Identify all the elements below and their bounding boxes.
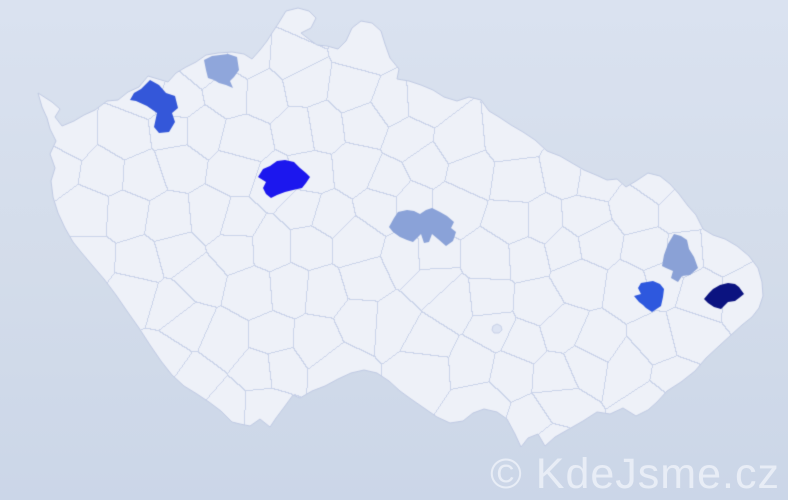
czech-districts-map[interactable] bbox=[0, 0, 788, 500]
